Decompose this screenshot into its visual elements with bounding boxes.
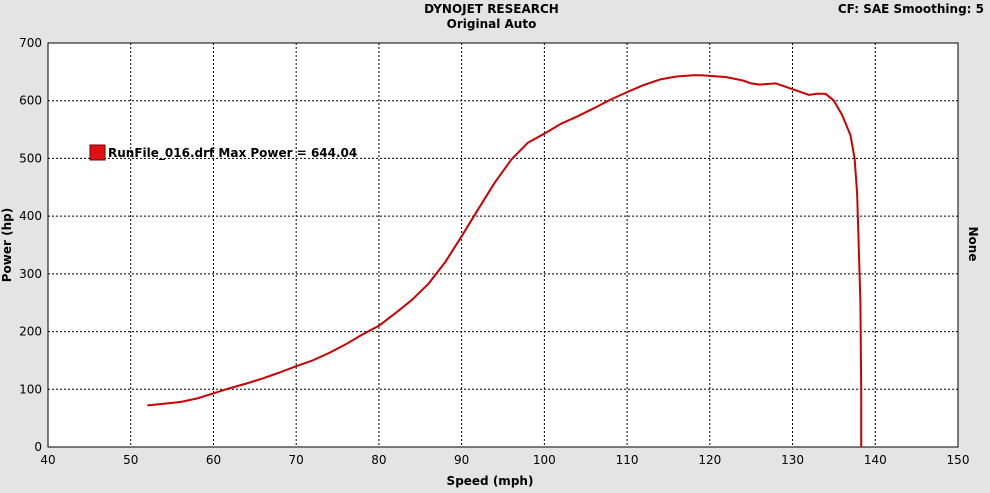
x-tick-label: 130 bbox=[781, 453, 804, 467]
right-axis-label: None bbox=[966, 227, 980, 262]
y-tick-label: 100 bbox=[19, 382, 42, 396]
x-tick-label: 70 bbox=[289, 453, 304, 467]
x-tick-label: 60 bbox=[206, 453, 221, 467]
y-tick-label: 0 bbox=[34, 440, 42, 454]
series-line-runfile-016 bbox=[147, 74, 863, 447]
x-tick-label: 110 bbox=[616, 453, 639, 467]
x-tick-label: 140 bbox=[864, 453, 887, 467]
x-axis-title: Speed (mph) bbox=[447, 474, 534, 488]
legend-swatch bbox=[89, 144, 106, 161]
x-tick-label: 150 bbox=[947, 453, 970, 467]
plot-border bbox=[47, 42, 959, 448]
chart-title: DYNOJET RESEARCH bbox=[424, 2, 559, 16]
y-tick-label: 200 bbox=[19, 325, 42, 339]
y-axis-title: Power (hp) bbox=[0, 208, 14, 282]
y-tick-label: 300 bbox=[19, 267, 42, 281]
x-tick-label: 100 bbox=[533, 453, 556, 467]
legend: RunFile_016.drf Max Power = 644.04 bbox=[89, 144, 357, 161]
x-tick-labels: 40 50 60 70 80 90 100 110 120 130 140 150 bbox=[40, 453, 969, 467]
plot-area bbox=[48, 43, 958, 447]
y-tick-label: 400 bbox=[19, 209, 42, 223]
legend-label: RunFile_016.drf Max Power = 644.04 bbox=[108, 146, 357, 161]
correction-factor-info: CF: SAE Smoothing: 5 bbox=[837, 2, 984, 16]
y-tick-label: 700 bbox=[19, 36, 42, 50]
y-tick-label: 600 bbox=[19, 94, 42, 108]
grid bbox=[48, 43, 958, 447]
x-tick-label: 40 bbox=[40, 453, 55, 467]
y-tick-label: 500 bbox=[19, 151, 42, 165]
x-tick-label: 120 bbox=[698, 453, 721, 467]
x-tick-label: 50 bbox=[123, 453, 138, 467]
x-tick-label: 80 bbox=[371, 453, 386, 467]
y-tick-labels: 0 100 200 300 400 500 600 700 bbox=[19, 36, 42, 454]
x-tick-label: 90 bbox=[454, 453, 469, 467]
chart-subtitle: Original Auto bbox=[446, 17, 537, 31]
